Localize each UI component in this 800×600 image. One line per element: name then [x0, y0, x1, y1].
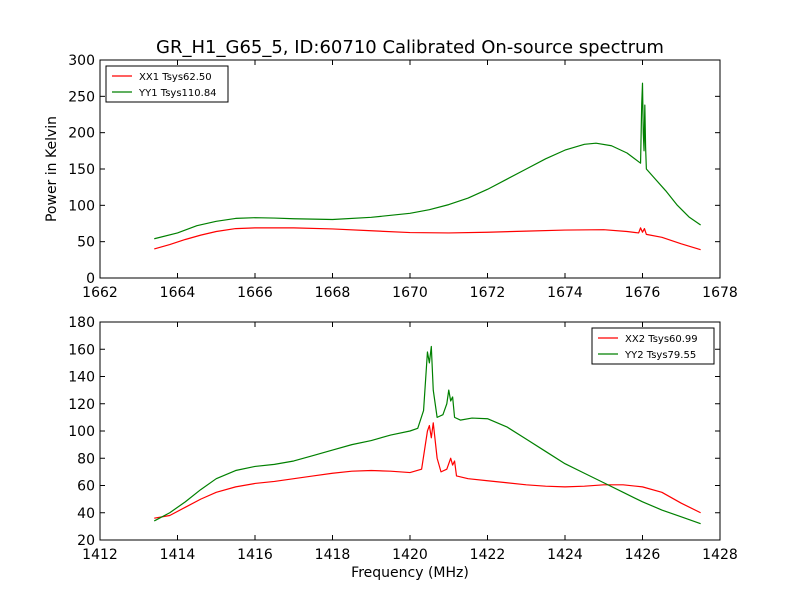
top-y-tick-label: 0 — [86, 271, 95, 287]
bottom-legend-label: XX2 Tsys60.99 — [625, 334, 698, 345]
top-x-tick-label: 1676 — [625, 285, 661, 301]
bottom-x-tick-label: 1420 — [392, 547, 428, 563]
bottom-y-tick-label: 60 — [77, 479, 95, 495]
top-y-tick-label: 150 — [68, 162, 95, 178]
bottom-legend-label: YY2 Tsys79.55 — [624, 350, 696, 361]
bottom-x-tick-label: 1424 — [547, 547, 583, 563]
top-spectrum-plot: 1662 1664 1666 1668 1670 1672 1674 1676 1678 0 50 1… — [68, 53, 738, 301]
top-x-tick-label: 1670 — [392, 285, 428, 301]
bottom-y-tick-label: 80 — [77, 451, 95, 467]
bottom-series-line-1 — [154, 422, 701, 519]
bottom-x-tick-label: 1428 — [702, 547, 738, 563]
bottom-legend: XX2 Tsys60.99 YY2 Tsys79.55 — [591, 327, 715, 365]
bottom-y-tick-label: 160 — [68, 342, 95, 358]
top-y-tick-label: 250 — [68, 89, 95, 105]
top-series-line-2 — [154, 82, 701, 240]
top-legend-label: YY1 Tsys110.84 — [138, 88, 217, 99]
top-y-tick-label: 50 — [77, 235, 95, 251]
top-legend-box — [105, 65, 229, 103]
bottom-y-tick-label: 20 — [77, 533, 95, 549]
bottom-y-tick-label: 100 — [68, 424, 95, 440]
bottom-x-tick-label: 1418 — [315, 547, 351, 563]
bottom-x-tick-label: 1416 — [237, 547, 273, 563]
top-x-tick-label: 1678 — [702, 285, 738, 301]
x-axis-label: Frequency (MHz) — [351, 565, 469, 581]
bottom-series-line-2 — [153, 345, 701, 525]
top-y-tick-label: 200 — [68, 126, 95, 142]
bottom-x-tick-label: 1426 — [625, 547, 661, 563]
top-series-line-1 — [154, 227, 701, 251]
top-y-tick-label: 300 — [68, 53, 95, 69]
top-legend-label: XX1 Tsys62.50 — [139, 72, 212, 83]
bottom-y-tick-label: 40 — [77, 506, 95, 522]
top-x-tick-label: 1664 — [160, 285, 196, 301]
bottom-spectrum-plot: 1412 1414 1416 1418 1420 1422 1424 1426 1428 20 40… — [68, 315, 738, 563]
chart-title: GR_H1_G65_5, ID:60710 Calibrated On-sour… — [156, 37, 664, 58]
bottom-y-tick-label: 120 — [68, 397, 95, 413]
bottom-legend-box — [591, 327, 715, 365]
top-x-tick-label: 1672 — [470, 285, 506, 301]
top-x-tick-label: 1662 — [82, 285, 118, 301]
y-axis-label: Power in Kelvin — [44, 116, 60, 222]
top-x-tick-label: 1666 — [237, 285, 273, 301]
bottom-x-tick-label: 1414 — [160, 547, 196, 563]
top-legend: XX1 Tsys62.50 YY1 Tsys110.84 — [105, 65, 229, 103]
top-y-tick-label: 100 — [68, 198, 95, 214]
bottom-y-tick-label: 140 — [68, 370, 95, 386]
bottom-x-tick-label: 1412 — [82, 547, 118, 563]
bottom-y-tick-label: 180 — [68, 315, 95, 331]
top-x-tick-label: 1668 — [315, 285, 351, 301]
top-x-tick-label: 1674 — [547, 285, 583, 301]
bottom-x-tick-label: 1422 — [470, 547, 506, 563]
